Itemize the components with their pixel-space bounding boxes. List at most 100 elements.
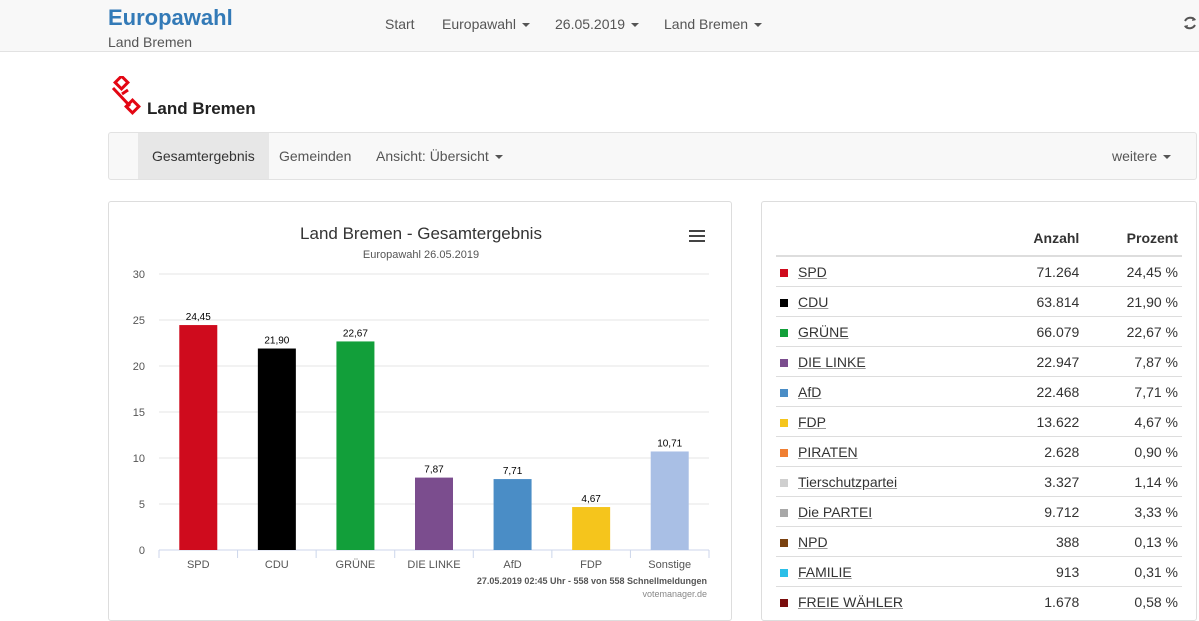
anzahl-cell: 913 — [993, 556, 1084, 587]
y-tick-label: 0 — [139, 545, 145, 557]
anzahl-cell: 66.079 — [993, 316, 1084, 347]
view-dropdown[interactable]: Ansicht: Übersicht — [362, 133, 517, 179]
sub-navbar: Gesamtergebnis Gemeinden Ansicht: Übersi… — [108, 132, 1197, 180]
table-row: DIE LINKE 22.947 7,87 % — [776, 346, 1182, 377]
caret-down-icon — [1163, 155, 1172, 160]
view-dropdown-label: Ansicht: Übersicht — [376, 148, 489, 164]
bar-fdp[interactable] — [572, 507, 611, 550]
party-link[interactable]: Die PARTEI — [798, 503, 873, 520]
bar-cdu[interactable] — [257, 348, 296, 550]
caret-down-icon — [754, 23, 763, 28]
party-header — [776, 220, 994, 257]
table-row: FAMILIE 913 0,31 % — [776, 556, 1182, 587]
chart-source[interactable]: votemanager.de — [642, 589, 707, 599]
data-label: 21,90 — [264, 336, 289, 347]
party-link[interactable]: DIE LINKE — [798, 353, 866, 370]
party-color-swatch — [780, 358, 788, 367]
brand-subtitle: Land Bremen — [108, 34, 193, 50]
data-label: 24,45 — [186, 312, 211, 323]
prozent-cell: 24,45 % — [1083, 255, 1182, 287]
party-color-swatch — [780, 298, 788, 307]
table-row: AfD 22.468 7,71 % — [776, 376, 1182, 407]
prozent-cell: 4,67 % — [1083, 406, 1182, 437]
party-link[interactable]: PIRATEN — [798, 443, 858, 460]
anzahl-cell: 2.628 — [993, 436, 1084, 467]
chart-credits: 27.05.2019 02:45 Uhr - 558 von 558 Schne… — [476, 576, 707, 586]
party-cell: AfD — [776, 376, 994, 407]
chart-subtitle: Europawahl 26.05.2019 — [362, 249, 480, 261]
party-link[interactable]: FDP — [798, 413, 826, 430]
party-cell: NPD — [776, 526, 994, 557]
prozent-cell: 7,71 % — [1083, 376, 1182, 407]
nav-europawahl-dropdown[interactable]: Europawahl — [442, 16, 530, 32]
party-cell: FDP — [776, 406, 994, 437]
table-row: SPD 71.264 24,45 % — [776, 255, 1182, 287]
bar-die-linke[interactable] — [415, 477, 453, 550]
party-cell: Die PARTEI — [776, 496, 994, 527]
party-link[interactable]: GRÜNE — [798, 323, 849, 340]
prozent-cell: 0,31 % — [1083, 556, 1182, 587]
anzahl-cell: 63.814 — [993, 286, 1084, 317]
party-link[interactable]: FREIE WÄHLER — [798, 593, 904, 610]
bar-chart: 0 5 10 15 20 25 30 24,45 SPD 21,90 CDU 22,67 GRÜNE 7,… — [133, 269, 710, 571]
party-cell: Tierschutzpartei — [776, 466, 994, 497]
data-label: 7,71 — [503, 466, 523, 477]
tab-gemeinden[interactable]: Gemeinden — [279, 148, 352, 164]
party-color-swatch — [780, 538, 788, 547]
y-tick-label: 25 — [133, 315, 145, 327]
anzahl-header: Anzahl — [993, 220, 1084, 257]
bar-grüne[interactable] — [336, 341, 375, 550]
nav-region-dropdown[interactable]: Land Bremen — [664, 16, 763, 32]
x-tick-label: CDU — [265, 559, 289, 571]
table-row: FDP 13.622 4,67 % — [776, 406, 1182, 437]
refresh-icon[interactable] — [1181, 12, 1199, 34]
party-color-swatch — [780, 568, 788, 577]
party-link[interactable]: Tierschutzpartei — [798, 473, 898, 490]
caret-down-icon — [521, 23, 530, 28]
chart-panel: Land Bremen - Gesamtergebnis Europawahl … — [108, 201, 732, 621]
bar-spd[interactable] — [179, 325, 218, 550]
table-row: PIRATEN 2.628 0,90 % — [776, 436, 1182, 467]
x-tick-label: GRÜNE — [336, 559, 376, 571]
party-color-swatch — [780, 268, 788, 277]
nav-start[interactable]: Start — [385, 16, 415, 32]
table-row: Tierschutzpartei 3.327 1,14 % — [776, 466, 1182, 497]
party-link[interactable]: NPD — [798, 533, 828, 550]
anzahl-cell: 388 — [993, 526, 1084, 557]
prozent-cell: 22,67 % — [1083, 316, 1182, 347]
prozent-cell: 7,87 % — [1083, 346, 1182, 377]
prozent-cell: 3,33 % — [1083, 496, 1182, 527]
nav-start-label: Start — [385, 16, 415, 32]
bar-afd[interactable] — [493, 479, 532, 550]
party-link[interactable]: AfD — [798, 383, 822, 400]
party-link[interactable]: FAMILIE — [798, 563, 852, 580]
x-tick-label: DIE LINKE — [407, 559, 460, 571]
results-panel: Anzahl Prozent SPD 71.264 24,45 % CDU 63.814… — [761, 201, 1197, 621]
chart-title: Land Bremen - Gesamtergebnis — [300, 224, 542, 243]
anzahl-cell: 71.264 — [993, 255, 1084, 287]
prozent-header: Prozent — [1083, 220, 1182, 257]
party-link[interactable]: CDU — [798, 293, 829, 310]
party-cell: GRÜNE — [776, 316, 994, 347]
tab-gesamtergebnis[interactable]: Gesamtergebnis — [138, 133, 269, 179]
party-link[interactable]: SPD — [798, 263, 827, 280]
y-tick-label: 20 — [133, 361, 145, 373]
more-dropdown-label: weitere — [1112, 148, 1158, 164]
brand-title[interactable]: Europawahl — [108, 5, 233, 30]
y-tick-label: 15 — [133, 407, 145, 419]
nav-date-dropdown[interactable]: 26.05.2019 — [555, 16, 640, 32]
party-cell: FAMILIE — [776, 556, 994, 587]
data-label: 10,71 — [657, 438, 682, 449]
table-row: CDU 63.814 21,90 % — [776, 286, 1182, 317]
x-tick-label: SPD — [187, 559, 210, 571]
y-tick-label: 30 — [133, 269, 145, 281]
table-row: GRÜNE 66.079 22,67 % — [776, 316, 1182, 347]
caret-down-icon — [494, 155, 503, 160]
y-tick-label: 5 — [139, 499, 145, 511]
table-row: FREIE WÄHLER 1.678 0,58 % — [776, 586, 1182, 616]
nav-date-label: 26.05.2019 — [555, 16, 626, 32]
chart-menu-icon[interactable] — [689, 230, 705, 244]
top-navbar: Europawahl Land Bremen Start Europawahl … — [0, 0, 1199, 52]
more-dropdown[interactable]: weitere — [1098, 133, 1185, 179]
bar-sonstige[interactable] — [650, 451, 689, 550]
